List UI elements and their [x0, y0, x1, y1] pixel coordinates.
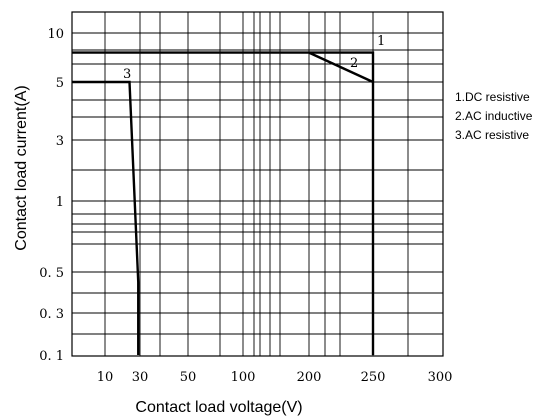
x-tick-labels: 10 30 50 100 200 250 300 [97, 370, 453, 385]
x-tick-label: 250 [361, 370, 386, 385]
legend-item-3: 3.AC resistive [455, 128, 529, 142]
y-tick-labels: 10 5 3 1 0. 5 0. 3 0. 1 [39, 27, 64, 364]
y-tick-label: 0. 3 [39, 307, 64, 322]
series-line-3 [72, 80, 140, 355]
grid [72, 12, 443, 356]
y-tick-label: 3 [56, 134, 64, 149]
y-tick-label: 10 [47, 27, 64, 42]
y-axis-label: Contact load current(A) [13, 85, 30, 250]
curves [72, 51, 375, 355]
x-tick-label: 100 [231, 370, 256, 385]
curve-label-1: 1 [377, 34, 385, 49]
curve-labels: 1 2 3 [123, 34, 385, 82]
series-line-2 [308, 51, 374, 84]
x-tick-label: 200 [297, 370, 322, 385]
legend: 1.DC resistive 2.AC inductive 3.AC resis… [455, 90, 533, 142]
x-tick-label: 30 [132, 370, 149, 385]
legend-item-1: 1.DC resistive [455, 90, 530, 104]
y-tick-label: 1 [56, 195, 64, 210]
y-tick-label: 5 [56, 76, 64, 91]
x-axis-label: Contact load voltage(V) [135, 399, 302, 416]
y-tick-label: 0. 5 [39, 266, 64, 281]
series-line-1 [72, 51, 375, 355]
y-tick-label: 0. 1 [39, 349, 64, 364]
curve-label-3: 3 [123, 67, 131, 82]
plot-frame [71, 11, 444, 357]
legend-item-2: 2.AC inductive [455, 109, 533, 123]
x-tick-label: 300 [428, 370, 453, 385]
x-tick-label: 50 [180, 370, 197, 385]
x-tick-label: 10 [97, 370, 114, 385]
curve-label-2: 2 [350, 56, 358, 71]
